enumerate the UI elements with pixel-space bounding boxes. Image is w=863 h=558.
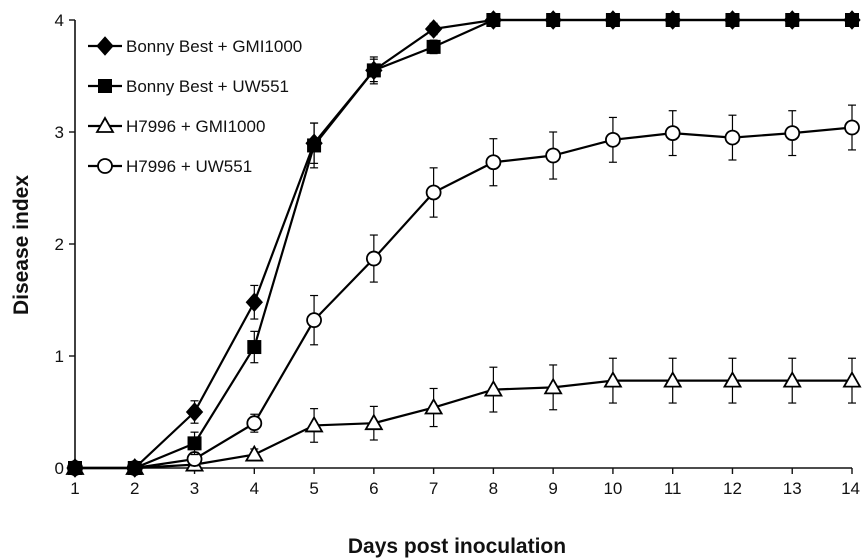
data-point (185, 402, 204, 422)
data-point (424, 19, 443, 39)
legend-item: Bonny Best + GMI1000 (88, 36, 302, 56)
data-point (305, 133, 323, 153)
data-point (246, 415, 263, 432)
data-point (603, 370, 623, 388)
series-0 (66, 10, 861, 478)
data-point (126, 458, 144, 478)
y-tick-label: 3 (55, 123, 64, 142)
data-point (604, 10, 622, 30)
x-tick-label: 8 (489, 479, 498, 498)
chart-legend: Bonny Best + GMI1000 Bonny Best + UW551 H7… (88, 36, 302, 176)
y-axis-title: Disease index (10, 175, 33, 315)
data-point (605, 131, 621, 148)
x-tick-label: 11 (664, 479, 682, 498)
x-tick-label: 9 (548, 479, 557, 498)
x-tick-label: 5 (309, 479, 318, 498)
data-point (425, 184, 442, 201)
data-point (485, 154, 502, 171)
legend-marker (97, 158, 113, 174)
data-point (842, 370, 862, 388)
legend-label: H7996 + UW551 (126, 157, 252, 176)
series-line (75, 379, 852, 470)
y-tick-label: 1 (55, 347, 64, 366)
legend-label: H7996 + GMI1000 (126, 117, 265, 136)
x-tick-label: 2 (130, 479, 139, 498)
data-point (424, 397, 444, 415)
x-tick-label: 13 (783, 479, 802, 498)
legend-marker (95, 116, 115, 133)
legend-label: Bonny Best + UW551 (126, 77, 289, 96)
legend-marker (96, 36, 114, 56)
data-point (784, 125, 801, 142)
series-2 (65, 357, 862, 475)
x-tick-label: 14 (841, 479, 860, 498)
y-tick-label: 2 (55, 235, 64, 254)
legend-marker (98, 79, 112, 93)
data-point (545, 147, 562, 164)
data-point (426, 39, 441, 54)
data-point (663, 370, 683, 388)
x-tick-label: 7 (429, 479, 438, 498)
data-point (723, 10, 742, 30)
data-point (245, 292, 263, 312)
data-point (187, 436, 202, 451)
data-point (544, 10, 562, 30)
data-point (843, 10, 861, 30)
legend-item: Bonny Best + UW551 (88, 77, 289, 96)
x-tick-label: 4 (250, 479, 259, 498)
legend-item: H7996 + GMI1000 (88, 116, 265, 136)
data-point (783, 10, 801, 30)
chart-series (65, 10, 862, 478)
data-point (244, 444, 264, 462)
data-point (66, 458, 84, 478)
x-tick-label: 1 (70, 479, 79, 498)
data-point (724, 129, 741, 146)
y-tick-label: 4 (55, 11, 64, 30)
y-tick-label: 0 (55, 459, 64, 478)
data-point (844, 119, 860, 136)
data-point (365, 60, 383, 81)
data-point (364, 413, 384, 431)
data-point (304, 415, 324, 433)
data-point (543, 377, 563, 395)
legend-label: Bonny Best + GMI1000 (126, 37, 302, 56)
x-axis-title: Days post inoculation (348, 535, 566, 558)
series-line (75, 18, 852, 470)
data-point (664, 10, 682, 30)
data-point (247, 340, 262, 355)
data-point (483, 379, 503, 397)
data-point (365, 250, 382, 267)
series-line (75, 126, 853, 470)
x-tick-label: 10 (603, 479, 622, 498)
x-tick-label: 6 (369, 479, 378, 498)
data-point (722, 370, 743, 388)
data-point (484, 10, 503, 30)
x-tick-label: 12 (723, 479, 742, 498)
data-point (306, 312, 322, 329)
legend-item: H7996 + UW551 (88, 157, 252, 176)
data-point (664, 125, 681, 142)
data-point (782, 370, 802, 388)
x-tick-label: 3 (190, 479, 199, 498)
